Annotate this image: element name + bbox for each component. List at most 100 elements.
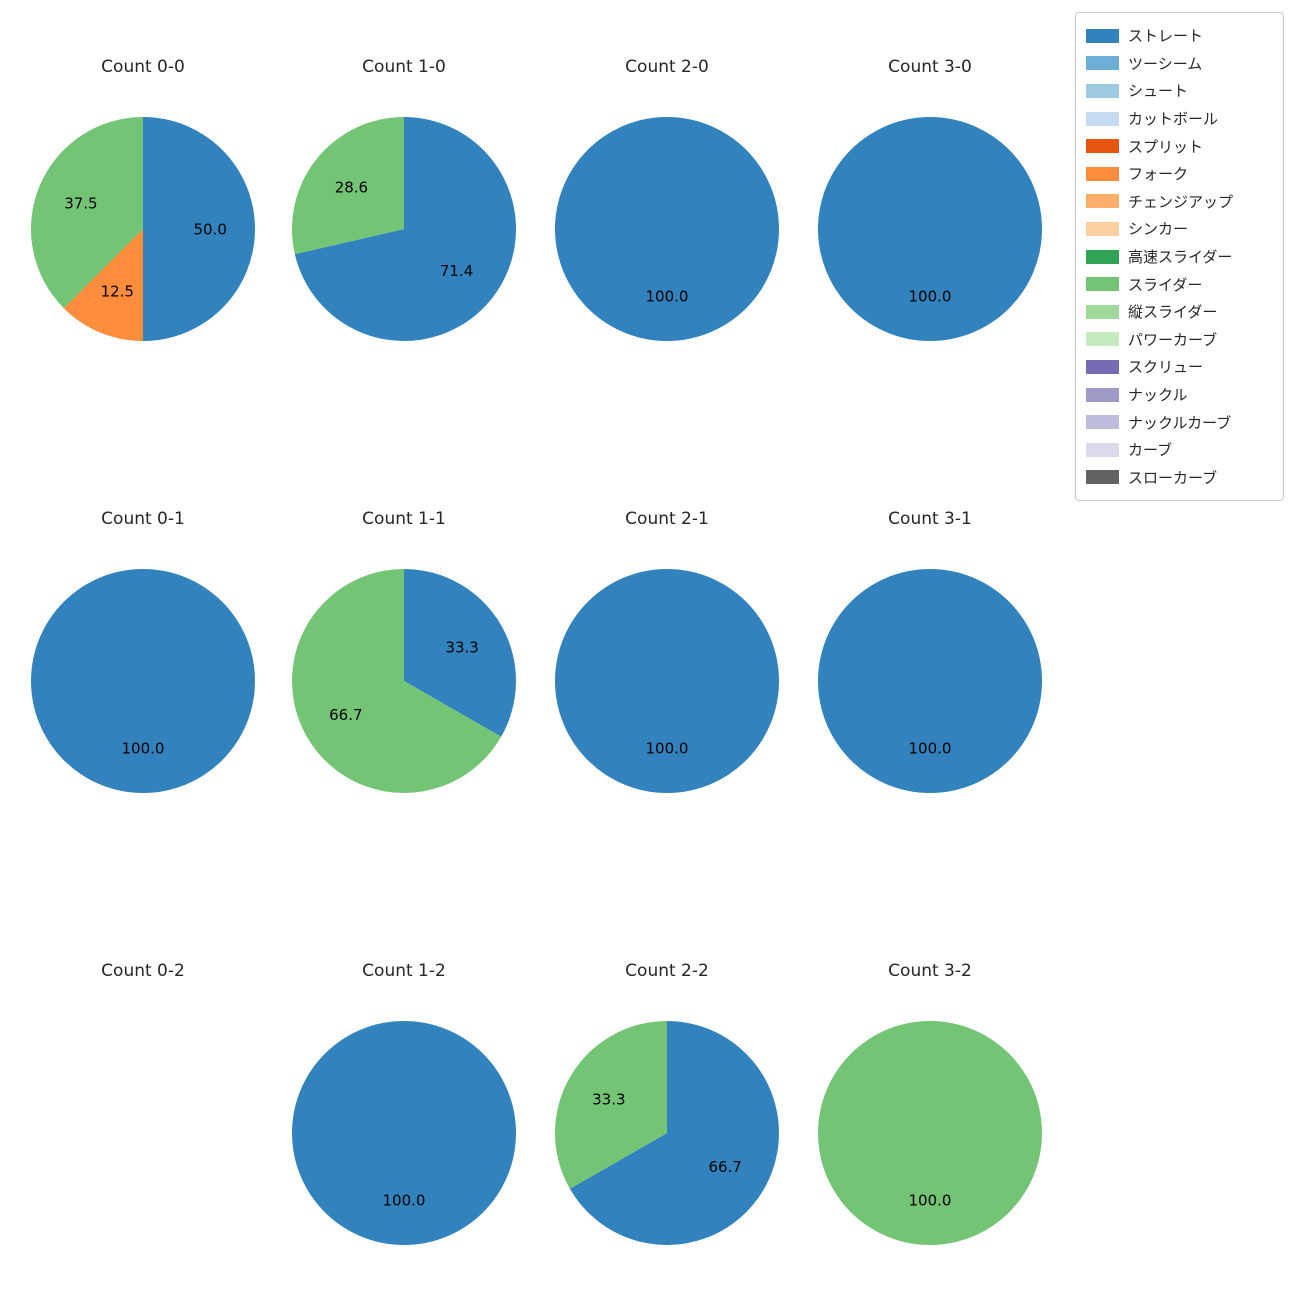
legend-swatch (1086, 221, 1119, 236)
chart-count-0-0: Count 0-0 50.0 12.5 37.5 (13, 55, 273, 344)
chart-count-2-1: Count 2-1 100.0 (537, 507, 797, 796)
pie-count-2-2: 66.7 33.3 (555, 1021, 779, 1245)
slice-pct-label: 100.0 (646, 287, 689, 305)
slice-pct-label: 37.5 (64, 195, 97, 213)
legend-item: フォーク (1086, 160, 1273, 188)
legend-label: スクリュー (1128, 358, 1204, 377)
pie-slice (143, 117, 255, 341)
legend-swatch (1086, 166, 1119, 181)
pie-slice (30, 116, 143, 309)
pie-count-0-1: 100.0 (31, 569, 255, 793)
slice-pct-label: 100.0 (909, 287, 952, 305)
chart-count-1-0: Count 1-0 71.4 28.6 (274, 55, 534, 344)
legend-item: スライダー (1086, 270, 1273, 298)
pie-slice (818, 1021, 1042, 1245)
chart-title: Count 2-2 (625, 961, 709, 981)
chart-title: Count 1-1 (362, 509, 446, 529)
chart-title: Count 1-2 (362, 961, 446, 981)
chart-title: Count 3-1 (888, 509, 972, 529)
pie-count-3-2: 100.0 (818, 1021, 1042, 1245)
chart-count-2-2: Count 2-2 66.7 33.3 (537, 959, 797, 1248)
legend-swatch (1086, 28, 1119, 43)
pie-slice (291, 569, 502, 793)
legend-item: ナックル (1086, 381, 1273, 409)
legend-label: スライダー (1128, 275, 1203, 294)
legend-swatch (1086, 83, 1119, 98)
pie-slice (294, 117, 516, 341)
legend-swatch (1086, 415, 1119, 430)
slice-pct-label: 100.0 (646, 739, 689, 757)
slice-pct-label: 66.7 (708, 1158, 741, 1176)
pie-slice (555, 117, 779, 341)
pie-count-1-0: 71.4 28.6 (291, 116, 516, 341)
legend-item: シュート (1086, 77, 1273, 105)
legend-item: 縦スライダー (1086, 298, 1273, 326)
chart-title: Count 2-1 (625, 509, 709, 529)
legend-item: スプリット (1086, 132, 1273, 160)
pie-slice (555, 1021, 667, 1189)
legend-label: ナックル (1128, 386, 1188, 405)
slice-pct-label: 71.4 (440, 262, 473, 280)
chart-count-3-0: Count 3-0 100.0 (800, 55, 1060, 344)
legend-label: フォーク (1128, 165, 1189, 184)
legend-swatch (1086, 442, 1119, 457)
pie-slice (31, 569, 255, 793)
legend-swatch (1086, 387, 1119, 402)
legend-label: シュート (1128, 82, 1189, 101)
legend-item: カーブ (1086, 436, 1273, 464)
chart-count-1-2: Count 1-2 100.0 (274, 959, 534, 1248)
legend-item: パワーカーブ (1086, 326, 1273, 354)
legend-swatch (1086, 194, 1119, 209)
pie-slice (818, 117, 1042, 341)
chart-title: Count 0-0 (101, 57, 185, 77)
slice-pct-label: 33.3 (445, 639, 478, 657)
legend-label: ストレート (1128, 27, 1204, 46)
legend-label: ナックルカーブ (1128, 413, 1232, 432)
legend-item: ツーシーム (1086, 50, 1273, 78)
slice-pct-label: 100.0 (909, 1191, 952, 1209)
chart-count-0-2: Count 0-2 (13, 959, 273, 1248)
pie-count-2-1: 100.0 (555, 569, 779, 793)
chart-count-1-1: Count 1-1 33.3 66.7 (274, 507, 534, 796)
pie-count-1-2: 100.0 (292, 1021, 516, 1245)
legend-swatch (1086, 56, 1119, 71)
chart-count-3-1: Count 3-1 100.0 (800, 507, 1060, 796)
chart-title: Count 1-0 (362, 57, 446, 77)
legend-label: パワーカーブ (1128, 330, 1218, 349)
pie-slice (404, 569, 516, 737)
chart-title: Count 0-2 (101, 961, 185, 981)
chart-title: Count 2-0 (625, 57, 709, 77)
legend-label: 縦スライダー (1128, 303, 1218, 322)
legend-swatch (1086, 470, 1119, 485)
pie-count-3-1: 100.0 (818, 569, 1042, 793)
legend-label: カットボール (1128, 110, 1219, 129)
slice-pct-label: 12.5 (101, 282, 134, 300)
pie-slice (555, 569, 779, 793)
legend-swatch (1086, 111, 1119, 126)
chart-title: Count 3-2 (888, 961, 972, 981)
pie-slice (569, 1021, 779, 1245)
pie-slice (818, 569, 1042, 793)
legend-swatch (1086, 249, 1119, 264)
pie-slice (292, 1021, 516, 1245)
legend-label: カーブ (1128, 441, 1173, 460)
slice-pct-label: 33.3 (592, 1091, 625, 1109)
legend-item: シンカー (1086, 215, 1273, 243)
legend: ストレートツーシームシュートカットボール スプリットフォークチェンジアップシンカー… (1075, 12, 1284, 502)
pie-slice (291, 116, 404, 255)
chart-title: Count 0-1 (101, 509, 185, 529)
pie-slice (63, 229, 143, 341)
slice-pct-label: 28.6 (335, 178, 368, 196)
chart-title: Count 3-0 (888, 57, 972, 77)
legend-label: スプリット (1128, 137, 1204, 156)
legend-label: シンカー (1128, 220, 1189, 239)
legend-item: カットボール (1086, 105, 1273, 133)
legend-item: スクリュー (1086, 353, 1273, 381)
pie-count-2-0: 100.0 (555, 117, 779, 341)
pie-count-0-0: 50.0 12.5 37.5 (30, 116, 255, 341)
pie-count-1-1: 33.3 66.7 (291, 569, 516, 793)
legend-swatch (1086, 277, 1119, 292)
legend-item: チェンジアップ (1086, 188, 1273, 216)
legend-swatch (1086, 332, 1119, 347)
